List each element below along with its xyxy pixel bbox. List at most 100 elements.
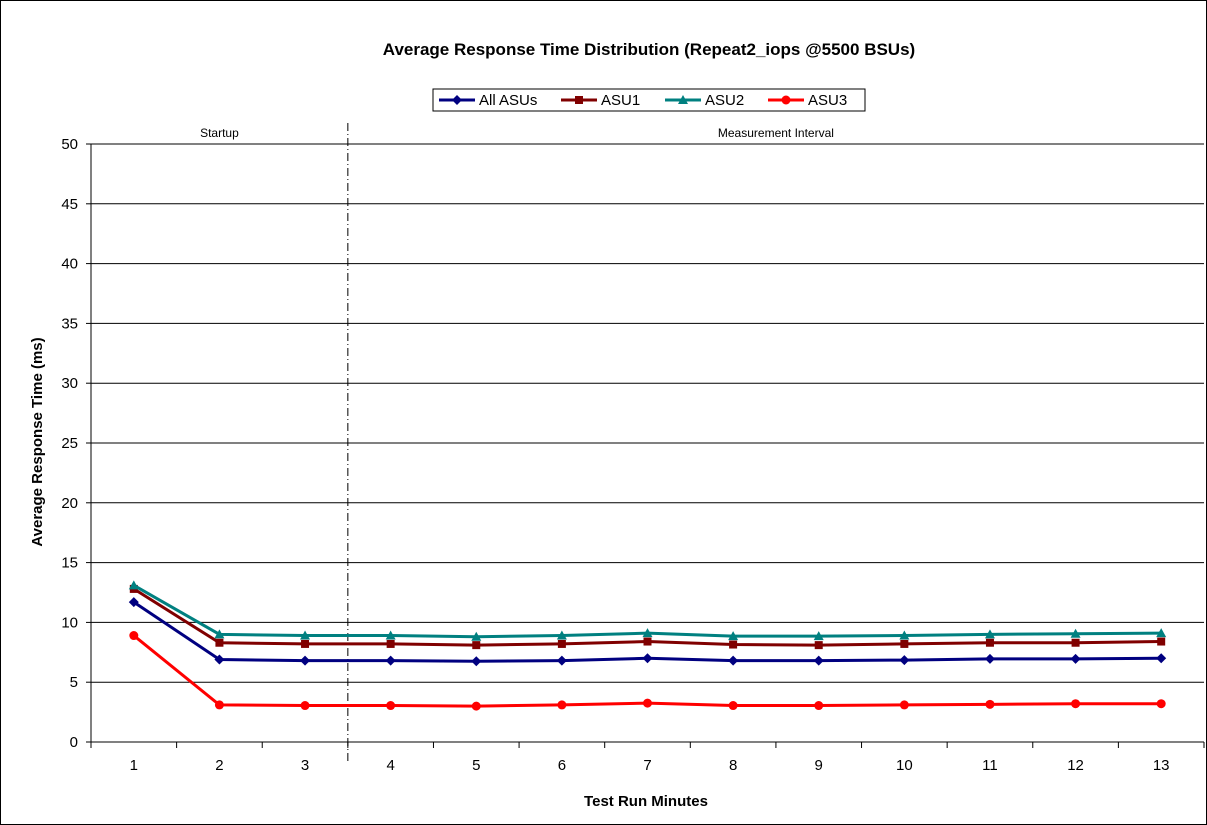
legend-label-asu2: ASU2 bbox=[705, 92, 744, 109]
data-point-asu2-13 bbox=[1156, 628, 1167, 638]
legend-item-asu1: ASU1 bbox=[561, 92, 640, 109]
data-point-asu2-3 bbox=[300, 630, 311, 640]
y-tick-label-10: 10 bbox=[61, 614, 78, 631]
y-tick-label-50: 50 bbox=[61, 136, 78, 153]
data-point-asu2-1 bbox=[128, 580, 139, 590]
legend-item-asu3: ASU3 bbox=[768, 92, 847, 109]
x-axis-title: Test Run Minutes bbox=[584, 793, 708, 810]
x-tick-label-7: 7 bbox=[643, 757, 651, 774]
data-point-asu1-11 bbox=[985, 638, 994, 647]
x-tick-label-1: 1 bbox=[130, 757, 138, 774]
series-group bbox=[128, 580, 1167, 711]
data-point-asu3-3 bbox=[300, 701, 310, 711]
data-point-all-asus-11 bbox=[984, 653, 995, 664]
series-asu1 bbox=[129, 584, 1166, 650]
legend-label-asu1: ASU1 bbox=[601, 92, 640, 109]
legend-item-all-asus: All ASUs bbox=[439, 92, 537, 109]
data-point-asu3-7 bbox=[643, 698, 652, 708]
series-line-asu3 bbox=[132, 634, 1162, 708]
data-point-asu2-6 bbox=[556, 630, 567, 640]
data-point-asu2-11 bbox=[984, 629, 995, 639]
region-label-startup: Startup bbox=[200, 126, 239, 140]
legend-marker-asu2 bbox=[678, 95, 688, 104]
data-point-asu1-13 bbox=[1157, 637, 1166, 646]
data-point-asu2-5 bbox=[471, 631, 482, 641]
data-point-asu1-8 bbox=[729, 640, 738, 649]
y-tick-label-45: 45 bbox=[61, 196, 78, 213]
x-tick-label-12: 12 bbox=[1067, 757, 1084, 774]
region-markers: Startup Measurement Interval bbox=[200, 123, 834, 764]
data-point-asu2-2 bbox=[214, 629, 225, 639]
data-point-asu1-3 bbox=[301, 639, 310, 648]
legend-marker-asu3 bbox=[781, 95, 791, 105]
data-point-asu1-12 bbox=[1071, 638, 1080, 647]
series-asu2 bbox=[128, 580, 1167, 641]
gridlines bbox=[91, 143, 1204, 683]
data-point-asu2-8 bbox=[728, 631, 739, 641]
data-point-asu2-9 bbox=[813, 631, 824, 641]
data-point-asu3-11 bbox=[985, 699, 995, 709]
data-point-asu2-7 bbox=[642, 628, 653, 638]
x-tick-label-5: 5 bbox=[472, 757, 480, 774]
x-tick-label-8: 8 bbox=[729, 757, 737, 774]
region-label-measurement-interval: Measurement Interval bbox=[718, 126, 834, 140]
y-tick-label-0: 0 bbox=[70, 734, 78, 751]
data-point-asu1-7 bbox=[643, 637, 652, 646]
y-tick-label-40: 40 bbox=[61, 256, 78, 273]
data-point-all-asus-9 bbox=[813, 655, 824, 666]
legend-marker-asu1 bbox=[575, 96, 583, 104]
data-point-asu3-10 bbox=[899, 700, 909, 710]
data-point-asu2-10 bbox=[899, 630, 910, 640]
legend: All ASUs ASU1 ASU2 ASU3 bbox=[432, 88, 866, 112]
y-tick-label-25: 25 bbox=[61, 435, 78, 452]
y-tick-label-5: 5 bbox=[70, 674, 78, 691]
data-point-all-asus-10 bbox=[899, 655, 910, 666]
data-point-asu3-8 bbox=[728, 701, 738, 711]
y-axis-title: Average Response Time (ms) bbox=[29, 337, 46, 546]
data-point-all-asus-13 bbox=[1156, 653, 1167, 664]
data-point-all-asus-1 bbox=[128, 597, 139, 608]
y-tick-label-20: 20 bbox=[61, 495, 78, 512]
data-point-all-asus-5 bbox=[471, 656, 482, 667]
x-tick-label-9: 9 bbox=[815, 757, 823, 774]
data-point-asu1-5 bbox=[472, 641, 481, 650]
data-point-asu1-9 bbox=[814, 641, 823, 650]
legend-marker-all-asus bbox=[452, 95, 462, 105]
series-asu3 bbox=[129, 631, 1166, 711]
data-point-all-asus-6 bbox=[556, 655, 567, 666]
data-point-asu1-2 bbox=[215, 638, 224, 647]
data-point-asu1-6 bbox=[557, 639, 566, 648]
x-tick-label-10: 10 bbox=[896, 757, 913, 774]
data-point-all-asus-7 bbox=[642, 653, 653, 664]
data-point-asu3-12 bbox=[1071, 699, 1081, 709]
data-point-asu3-9 bbox=[814, 701, 824, 711]
data-point-asu3-2 bbox=[214, 700, 224, 710]
data-point-all-asus-4 bbox=[385, 655, 396, 666]
data-point-asu3-6 bbox=[557, 700, 567, 710]
data-point-all-asus-3 bbox=[300, 655, 311, 666]
data-point-all-asus-8 bbox=[728, 655, 739, 666]
chart-title: Average Response Time Distribution (Repe… bbox=[383, 40, 915, 59]
data-point-asu2-12 bbox=[1070, 628, 1081, 638]
series-all-asus bbox=[128, 597, 1167, 667]
x-tick-label-2: 2 bbox=[215, 757, 223, 774]
x-tick-label-6: 6 bbox=[558, 757, 566, 774]
data-point-asu3-1 bbox=[129, 631, 139, 641]
y-tick-label-35: 35 bbox=[61, 315, 78, 332]
x-tick-label-3: 3 bbox=[301, 757, 309, 774]
data-point-all-asus-2 bbox=[214, 654, 225, 665]
legend-label-all-asus: All ASUs bbox=[479, 92, 537, 109]
x-tick-label-4: 4 bbox=[386, 757, 394, 774]
x-tick-label-13: 13 bbox=[1153, 757, 1170, 774]
data-point-asu1-10 bbox=[900, 639, 909, 648]
data-point-asu1-4 bbox=[386, 639, 395, 648]
y-tick-label-30: 30 bbox=[61, 375, 78, 392]
data-point-asu3-4 bbox=[386, 701, 396, 711]
x-tick-label-11: 11 bbox=[982, 757, 998, 774]
legend-label-asu3: ASU3 bbox=[808, 92, 847, 109]
legend-item-asu2: ASU2 bbox=[665, 92, 744, 109]
data-point-asu2-4 bbox=[385, 630, 396, 640]
